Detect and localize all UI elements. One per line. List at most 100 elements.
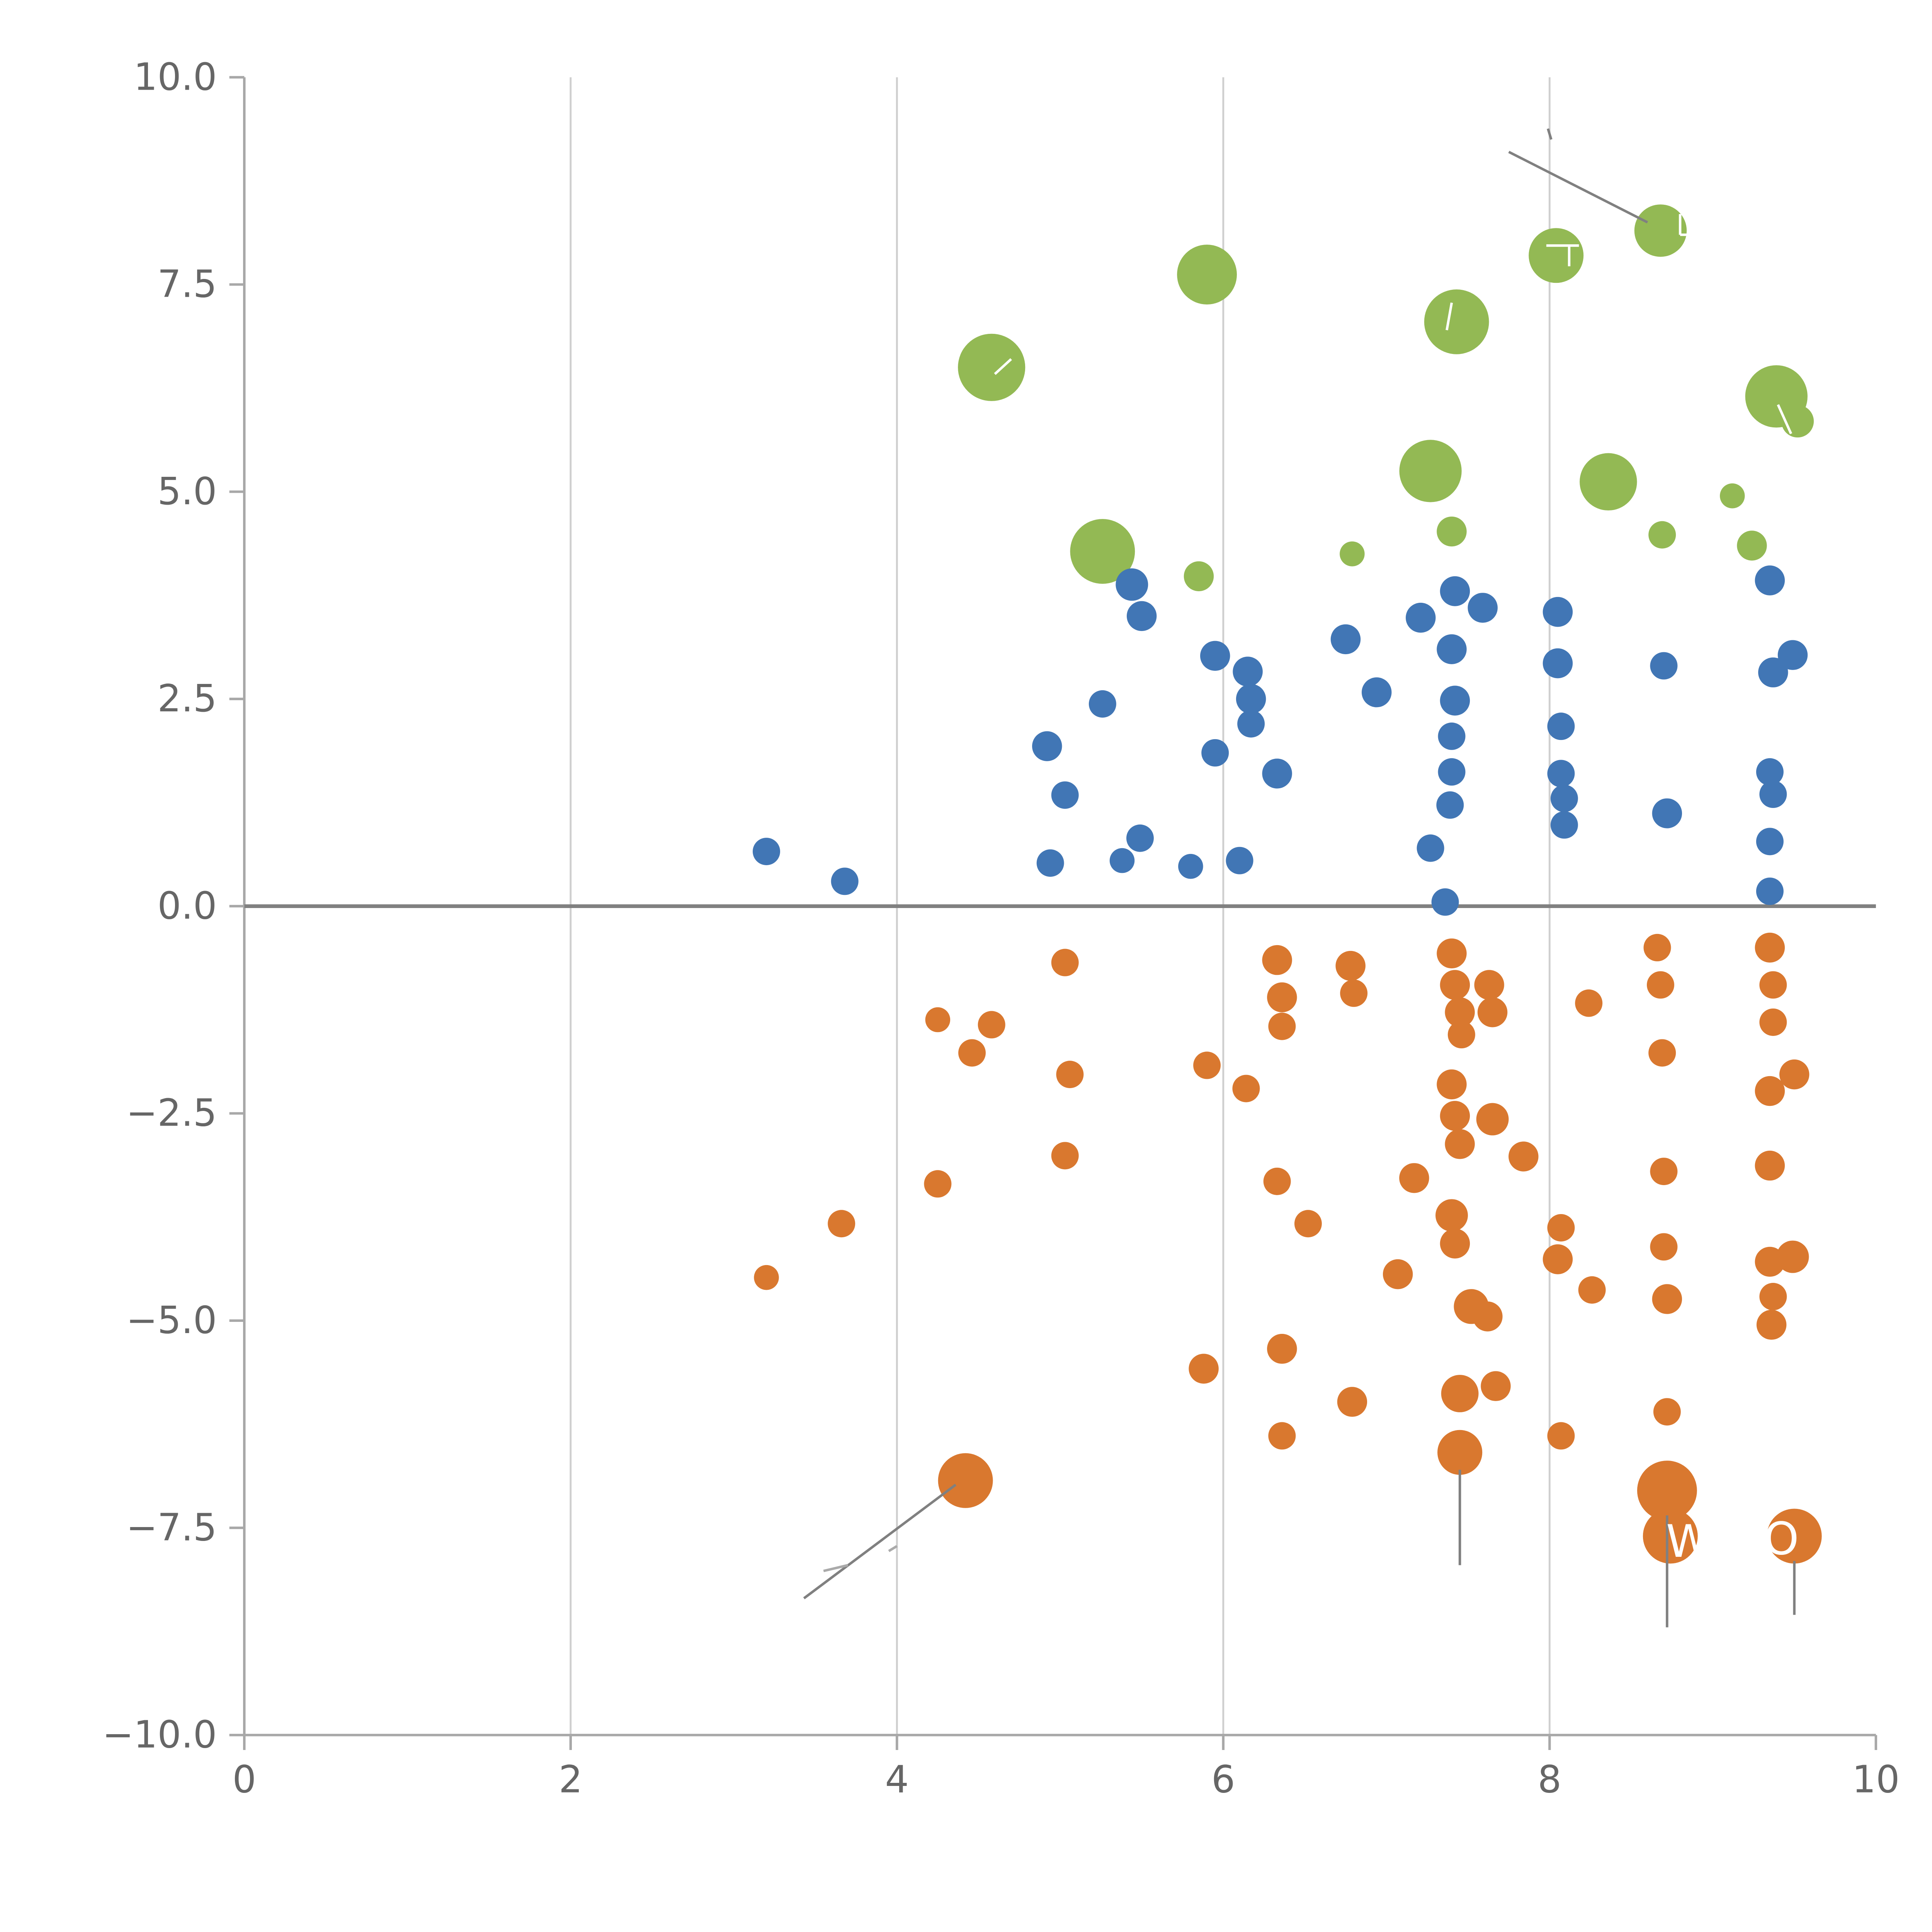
data-point (1200, 641, 1230, 671)
data-point (1440, 1228, 1470, 1259)
data-point (1477, 997, 1508, 1027)
data-point (1189, 1354, 1219, 1384)
data-point (1437, 634, 1467, 664)
data-point (1294, 1210, 1322, 1238)
data-point (1758, 657, 1788, 687)
annotation-line (888, 1545, 898, 1552)
data-point (1406, 602, 1436, 633)
data-point (1126, 824, 1154, 852)
data-point (1440, 970, 1470, 1000)
data-point (1755, 1076, 1785, 1106)
data-point (1263, 1167, 1291, 1195)
data-point (1201, 739, 1229, 767)
annotation-line (1446, 302, 1453, 330)
data-point (1650, 1233, 1678, 1261)
data-point (1437, 516, 1467, 547)
data-point (1755, 932, 1785, 963)
data-point (1399, 1163, 1429, 1193)
data-point (1756, 1310, 1787, 1340)
data-point (1437, 938, 1467, 969)
data-point (958, 1039, 986, 1067)
annotation-line (1508, 151, 1648, 224)
data-point (1759, 1009, 1787, 1036)
data-point (978, 1011, 1005, 1039)
annotation-line (1777, 404, 1793, 434)
data-point (1268, 1422, 1296, 1450)
data-point (1070, 519, 1135, 584)
series-blue-dots (753, 565, 1808, 916)
data-point (1109, 848, 1135, 873)
x-tick-label: 6 (1211, 1758, 1235, 1801)
data-point (1580, 453, 1637, 511)
data-point (1424, 289, 1489, 354)
data-point (1440, 576, 1470, 606)
data-point (1755, 1150, 1785, 1181)
data-point (924, 1170, 952, 1198)
data-point (1550, 811, 1578, 839)
data-point (958, 333, 1026, 401)
data-point (1755, 565, 1785, 595)
data-point (1547, 1422, 1575, 1450)
data-point (1051, 949, 1079, 976)
data-point (1646, 971, 1674, 999)
y-tick-label: 2.5 (157, 677, 217, 720)
data-point (1441, 1375, 1479, 1412)
data-point (1438, 758, 1466, 786)
data-point (1445, 997, 1475, 1027)
data-point (1509, 1141, 1539, 1172)
data-point (1431, 888, 1459, 916)
data-point (1650, 652, 1678, 680)
data-point (1575, 989, 1603, 1017)
data-point (1759, 781, 1787, 808)
annotation-line (803, 1483, 957, 1599)
annotation-label: O (1764, 1513, 1799, 1565)
data-point (1036, 849, 1064, 877)
data-point (1779, 1059, 1810, 1090)
data-point (1652, 798, 1682, 828)
data-point (1543, 1244, 1573, 1274)
series-orange-dots (754, 932, 1822, 1564)
data-point (1648, 521, 1676, 549)
data-point (1435, 1199, 1468, 1232)
data-point (1340, 979, 1368, 1007)
data-point (1776, 1240, 1809, 1273)
data-point (1473, 1301, 1503, 1332)
data-point (1650, 1158, 1678, 1185)
data-point (1116, 568, 1148, 601)
data-point (1547, 713, 1575, 740)
data-point (1267, 1333, 1297, 1364)
data-point (1436, 791, 1464, 819)
data-point (1417, 834, 1444, 862)
data-point (1737, 531, 1767, 561)
y-tick-label: −7.5 (126, 1505, 217, 1549)
data-point (1126, 601, 1157, 631)
x-tick-label: 2 (559, 1758, 583, 1801)
annotation-line (823, 1564, 849, 1572)
data-point (925, 1007, 951, 1032)
data-point (1437, 1430, 1483, 1475)
data-point (1262, 759, 1292, 789)
data-point (1193, 1051, 1221, 1079)
data-point (1178, 854, 1203, 879)
data-point (1543, 597, 1573, 627)
data-point (1340, 541, 1365, 566)
data-point (828, 1210, 855, 1238)
annotation-line (994, 358, 1012, 375)
data-point (1437, 1069, 1467, 1100)
y-tick-label: 10.0 (134, 55, 217, 99)
data-point (1547, 760, 1575, 787)
y-tick-label: 5.0 (157, 469, 217, 513)
data-point (1481, 1371, 1511, 1401)
data-point (1653, 1398, 1681, 1426)
x-tick-label: 8 (1538, 1758, 1562, 1801)
data-point (753, 838, 780, 866)
annotation-line (1547, 128, 1553, 140)
data-point (1476, 1103, 1509, 1136)
data-point (1777, 640, 1808, 670)
data-point (1337, 1387, 1367, 1417)
data-point (1759, 1283, 1787, 1311)
series-green-bubbles (958, 204, 1814, 592)
data-point (1056, 1061, 1084, 1088)
